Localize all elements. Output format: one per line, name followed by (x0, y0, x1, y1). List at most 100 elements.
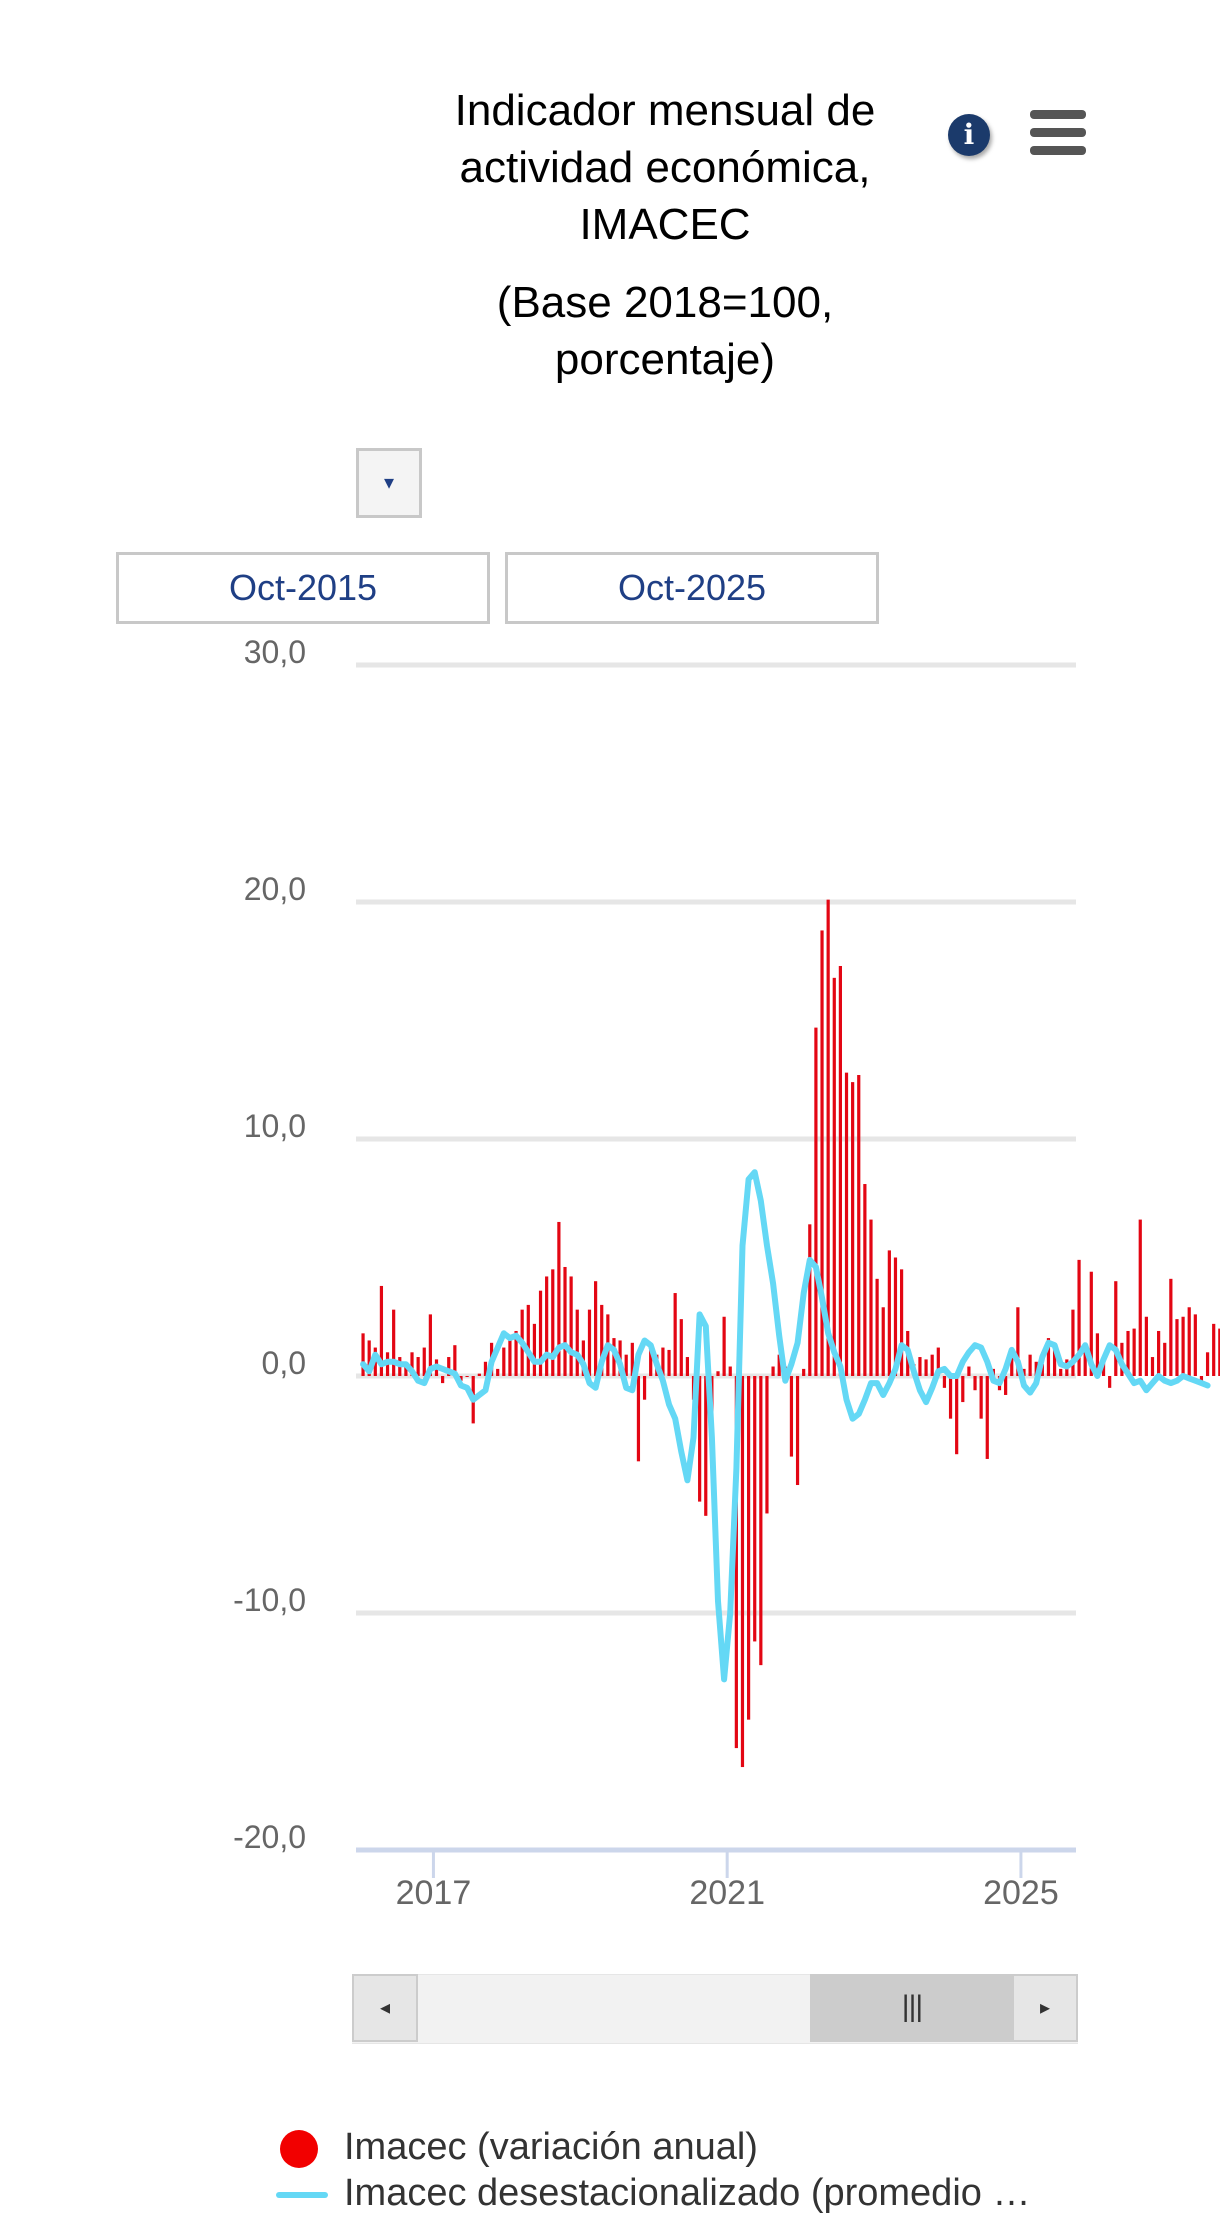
bar (685, 1357, 690, 1376)
bar (765, 1376, 769, 1514)
scroll-left-button[interactable]: ◂ (352, 1974, 418, 2042)
bar (820, 930, 824, 1376)
legend-bar-marker (280, 2130, 318, 2168)
bar (1175, 1319, 1179, 1376)
bar (447, 1357, 451, 1376)
bar (979, 1376, 983, 1419)
bar (869, 1219, 873, 1376)
scroll-right-button[interactable]: ▸ (1012, 1974, 1078, 2042)
bar (753, 1376, 757, 1642)
bar (887, 1250, 891, 1376)
bar (1083, 1342, 1087, 1376)
bar (502, 1347, 506, 1376)
bar (961, 1376, 965, 1403)
bar (526, 1304, 530, 1376)
bar (1040, 1364, 1044, 1376)
bar (728, 1366, 732, 1376)
bar (673, 1293, 677, 1376)
bar (924, 1359, 928, 1376)
bar (404, 1366, 408, 1376)
bar (361, 1333, 365, 1376)
y-tick-label: -20,0 (233, 1819, 306, 1855)
bar (893, 1257, 898, 1376)
bar (808, 1224, 812, 1376)
bar (1004, 1376, 1008, 1395)
y-tick-label: 10,0 (244, 1108, 306, 1144)
bar (459, 1376, 463, 1381)
legend-line-marker (276, 2192, 328, 2198)
bar (642, 1376, 647, 1400)
bar (636, 1376, 641, 1462)
bar (1144, 1316, 1148, 1376)
bar (1212, 1323, 1216, 1376)
series-line (360, 1169, 1211, 1683)
info-icon[interactable]: i (948, 114, 990, 156)
bar (1138, 1219, 1142, 1376)
bar (441, 1376, 445, 1384)
bar (704, 1376, 708, 1516)
bar (844, 1072, 849, 1376)
date-from-input[interactable]: Oct-2015 (116, 552, 490, 624)
bar (1150, 1357, 1155, 1376)
bar (594, 1281, 598, 1376)
bar (557, 1221, 561, 1376)
scroll-thumb[interactable]: ||| (810, 1974, 1014, 2042)
title-line-3: IMACEC (579, 200, 751, 249)
bar (838, 965, 842, 1376)
y-tick-label: 30,0 (244, 634, 306, 670)
bar (508, 1340, 512, 1376)
bar (1028, 1354, 1032, 1376)
bar (948, 1376, 953, 1419)
bar (600, 1304, 604, 1376)
bar (899, 1269, 904, 1376)
bar (955, 1376, 959, 1455)
bar (930, 1354, 934, 1376)
bar (1059, 1368, 1063, 1376)
bar (630, 1342, 634, 1376)
bar (746, 1376, 751, 1720)
bar (881, 1307, 885, 1376)
bar (716, 1371, 720, 1376)
bar (514, 1330, 518, 1376)
bar (759, 1376, 763, 1666)
bar (624, 1354, 628, 1376)
bar (1010, 1347, 1014, 1376)
bar (667, 1349, 671, 1376)
bar (814, 1027, 818, 1376)
bar (483, 1361, 488, 1376)
bar (1169, 1278, 1173, 1376)
bar (1089, 1271, 1093, 1376)
bar (967, 1366, 971, 1376)
hamburger-menu-icon[interactable] (1030, 110, 1086, 156)
bar (857, 1075, 861, 1376)
bar (477, 1373, 481, 1376)
bar (496, 1368, 500, 1376)
bar (771, 1366, 775, 1376)
x-tick-label: 2025 (983, 1874, 1059, 1912)
bar (453, 1345, 457, 1376)
bar (1052, 1347, 1057, 1376)
bar (1034, 1361, 1038, 1376)
range-selector-dropdown[interactable]: ▾ (356, 448, 422, 518)
bar (416, 1357, 420, 1376)
bar (545, 1276, 549, 1376)
bar (532, 1323, 537, 1376)
bar (863, 1184, 867, 1376)
bar (698, 1376, 702, 1502)
bar (973, 1376, 977, 1391)
chart-title: Indicador mensual de actividad económica… (330, 82, 1000, 253)
bar (1193, 1314, 1197, 1376)
y-tick-label: 0,0 (262, 1345, 306, 1381)
date-to-input[interactable]: Oct-2025 (505, 552, 879, 624)
bar (367, 1340, 371, 1376)
bar (575, 1309, 579, 1376)
title-line-2: actividad económica, (459, 143, 871, 192)
bar (410, 1352, 414, 1376)
bar (826, 899, 830, 1376)
bar (1095, 1333, 1100, 1376)
bar (1126, 1330, 1130, 1376)
x-tick-label: 2021 (689, 1874, 765, 1912)
bar (802, 1368, 806, 1376)
bar (734, 1376, 738, 1749)
subtitle-line-1: (Base 2018=100, (496, 278, 834, 327)
